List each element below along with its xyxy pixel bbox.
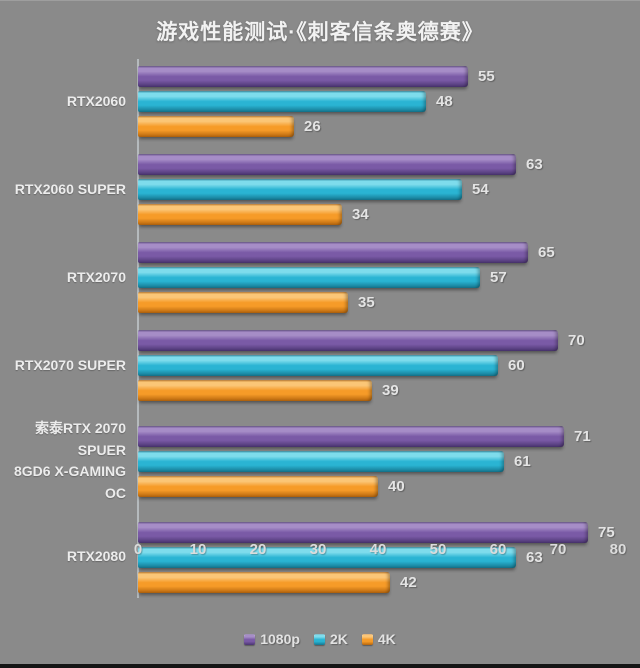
bar-row: 39 [138, 380, 618, 401]
bar-row: 34 [138, 204, 618, 225]
x-axis-tick: 80 [609, 541, 627, 558]
bar-2k [138, 450, 504, 472]
bar-1080p [138, 330, 558, 351]
bar-row: 71 [138, 425, 618, 447]
legend-swatch-2k-icon [313, 633, 325, 645]
x-axis-tick: 20 [249, 541, 267, 558]
bar-value-label: 60 [508, 357, 525, 374]
legend-item-4k: 4K [361, 631, 396, 647]
bar-group-rtx2080: RTX2080 75 63 42 [0, 521, 618, 593]
bar-value-label: 26 [304, 118, 321, 135]
bar-value-label: 71 [574, 427, 591, 445]
bar-2k [138, 179, 462, 200]
legend-swatch-1080p-icon [244, 633, 256, 645]
bar-4k [138, 204, 342, 225]
bar-value-label: 48 [436, 93, 453, 110]
bar-2k [138, 355, 498, 376]
bar-value-label: 55 [478, 68, 495, 85]
bar-1080p [138, 425, 564, 447]
bar-row: 40 [138, 475, 618, 497]
bar-4k [138, 571, 390, 593]
legend-label: 1080p [260, 631, 300, 647]
bar-row: 26 [138, 116, 618, 137]
bar-4k [138, 116, 294, 137]
bottom-border-line [0, 664, 640, 668]
category-label: RTX2080 [66, 548, 126, 565]
bar-value-label: 40 [388, 477, 405, 495]
chart-legend: 1080p 2K 4K [0, 631, 640, 647]
bar-row: 55 [138, 66, 618, 87]
bar-row: 65 [138, 242, 618, 263]
bar-4k [138, 380, 372, 401]
y-axis-line [137, 59, 139, 598]
legend-label: 2K [329, 631, 348, 647]
bar-value-label: 35 [358, 294, 375, 311]
bar-row: 63 [138, 546, 618, 568]
bar-4k [138, 475, 378, 497]
x-axis-tick: 60 [489, 541, 507, 558]
bar-value-label: 54 [472, 181, 489, 198]
x-axis-tick: 50 [429, 541, 447, 558]
bar-1080p [138, 154, 516, 175]
legend-label: 4K [377, 631, 396, 647]
bar-group-rtx2060-super: RTX2060 SUPER 63 54 34 [0, 154, 618, 225]
category-label: RTX2070 SUPER [14, 356, 126, 373]
bar-value-label: 65 [538, 244, 555, 261]
bar-value-label: 42 [400, 573, 417, 591]
bar-value-label: 61 [514, 452, 531, 470]
x-axis-tick: 10 [189, 541, 207, 558]
legend-swatch-4k-icon [361, 633, 373, 645]
x-axis-tick: 0 [133, 541, 143, 558]
category-label: RTX2070 [66, 268, 126, 285]
bar-row: 54 [138, 179, 618, 200]
bar-groups: RTX2060 55 48 26 R [0, 60, 618, 593]
bar-row: 61 [138, 450, 618, 472]
bar-4k [138, 292, 348, 313]
legend-item-1080p: 1080p [244, 631, 300, 647]
bar-1080p [138, 242, 528, 263]
bar-row: 57 [138, 267, 618, 288]
bar-group-rtx2070: RTX2070 65 57 35 [0, 242, 618, 313]
bar-row: 35 [138, 292, 618, 313]
bar-value-label: 63 [526, 548, 543, 566]
bar-value-label: 57 [490, 269, 507, 286]
bar-value-label: 70 [568, 332, 585, 349]
bar-2k [138, 546, 516, 568]
bar-value-label: 75 [598, 523, 615, 541]
bar-row: 75 [138, 521, 618, 543]
legend-item-2k: 2K [313, 631, 348, 647]
category-label: RTX2060 [66, 92, 126, 109]
bar-value-label: 34 [352, 206, 369, 223]
plot-area: RTX2060 55 48 26 R [0, 59, 640, 598]
bar-value-label: 63 [526, 156, 543, 173]
bar-row: 60 [138, 355, 618, 376]
bar-group-zotac-rtx2070: 索泰RTX 2070 SPUER 8GD6 X-GAMING OC 71 61 … [0, 418, 618, 505]
bar-group-rtx2070-super: RTX2070 SUPER 70 60 39 [0, 330, 618, 401]
x-axis: 0 10 20 30 40 50 60 70 80 [134, 534, 627, 564]
bar-group-rtx2060: RTX2060 55 48 26 [0, 66, 618, 137]
bar-row: 42 [138, 571, 618, 593]
bar-row: 48 [138, 91, 618, 112]
bar-row: 63 [138, 154, 618, 175]
bar-value-label: 39 [382, 382, 399, 399]
category-label: RTX2060 SUPER [14, 180, 126, 197]
bar-1080p [138, 521, 588, 543]
bar-row: 70 [138, 330, 618, 351]
bar-2k [138, 91, 426, 112]
category-label: 索泰RTX 2070 SPUER 8GD6 X-GAMING OC [13, 420, 126, 502]
chart-title: 游戏性能测试·《刺客信条奥德赛》 [156, 20, 484, 44]
x-axis-tick: 70 [549, 541, 567, 558]
x-axis-tick: 30 [309, 541, 327, 558]
bar-2k [138, 267, 480, 288]
bar-1080p [138, 66, 468, 87]
x-axis-tick: 40 [369, 541, 387, 558]
